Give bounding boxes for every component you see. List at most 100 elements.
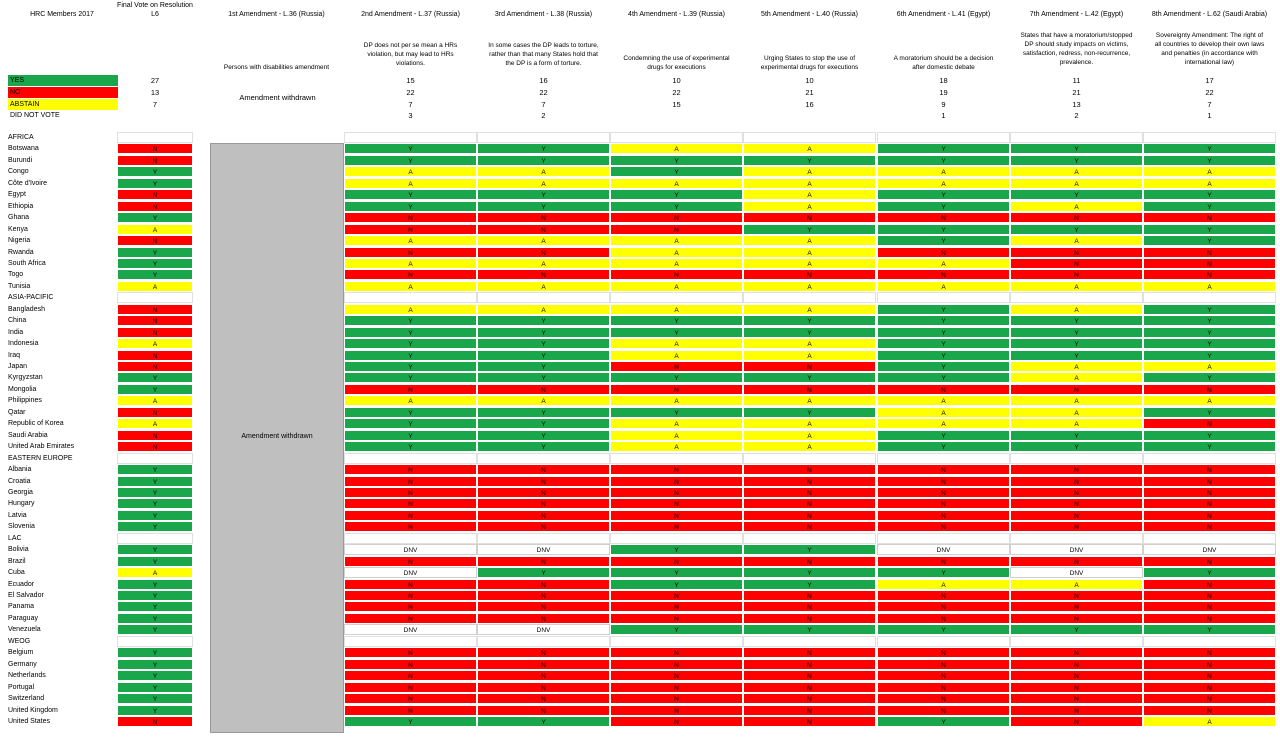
vote-cell-amendment-5: N — [743, 670, 876, 682]
country-name: Croatia — [8, 477, 31, 485]
final-vote-cell: A — [117, 338, 193, 350]
vote-cell-amendment-4: N — [610, 361, 743, 372]
vote-cell-amendment-2: DNV — [344, 624, 477, 636]
region-separator-cell — [477, 532, 610, 544]
vote-cell-amendment-6: DNV — [877, 544, 1010, 556]
vote-cell-amendment-7: N — [1010, 715, 1143, 727]
final-total-abstain: 7 — [152, 100, 158, 109]
vote-cell-amendment-3: N — [477, 246, 610, 258]
vote-cell-amendment-8: Y — [1143, 223, 1276, 235]
vote-cell-amendment-2: N — [344, 383, 477, 395]
legend-yes: YES — [8, 75, 118, 86]
vote-cell-amendment-6: Y — [877, 349, 1010, 361]
final-vote-cell: Y — [117, 498, 193, 510]
vote-cell-amendment-3: N — [477, 647, 610, 659]
vote-cell-amendment-2: Y — [344, 200, 477, 212]
vote-cell-amendment-8: N — [1143, 555, 1276, 567]
amendment-6-total-no: 19 — [939, 88, 948, 97]
final-vote-cell: N — [117, 441, 193, 453]
final-vote-cell: Y — [117, 578, 193, 590]
vote-cell-amendment-3: A — [477, 280, 610, 292]
vote-cell-amendment-2: N — [344, 269, 477, 281]
vote-cell-amendment-6: N — [877, 704, 1010, 716]
vote-cell-amendment-6: Y — [877, 429, 1010, 441]
vote-cell-amendment-8: N — [1143, 601, 1276, 613]
vote-cell-amendment-8: Y — [1143, 235, 1276, 247]
vote-cell-amendment-6: Y — [877, 372, 1010, 384]
legend-abstain: ABSTAIN — [8, 99, 118, 110]
vote-cell-amendment-2: A — [344, 303, 477, 315]
country-name: Latvia — [8, 511, 27, 519]
vote-cell-amendment-8: N — [1143, 612, 1276, 624]
vote-cell-amendment-3: N — [477, 612, 610, 624]
amendment-4-total-dnv — [610, 110, 743, 121]
amendment-8-total-yes: 17 — [1205, 76, 1214, 85]
vote-cell-amendment-8: DNV — [1143, 544, 1276, 556]
vote-cell-amendment-3: DNV — [477, 624, 610, 636]
vote-cell-amendment-4: A — [610, 246, 743, 258]
amendment-5-total-yes: 10 — [805, 76, 814, 85]
country-name: Panama — [8, 603, 35, 611]
vote-cell-amendment-8: A — [1143, 361, 1276, 372]
vote-cell-amendment-7: N — [1010, 257, 1143, 269]
vote-cell-amendment-8: Y — [1143, 154, 1276, 166]
final-vote-cell: N — [117, 200, 193, 212]
vote-cell-amendment-2: A — [344, 235, 477, 247]
final-vote-cell: N — [117, 315, 193, 327]
final-vote-cell: Y — [117, 246, 193, 258]
country-name: Indonesia — [8, 340, 39, 348]
final-vote-cell: Y — [117, 555, 193, 567]
region-separator-cell — [743, 532, 876, 544]
vote-cell-amendment-2: Y — [344, 315, 477, 327]
vote-cell-amendment-2: Y — [344, 429, 477, 441]
vote-cell-amendment-8: N — [1143, 418, 1276, 430]
vote-cell-amendment-7: N — [1010, 601, 1143, 613]
vote-cell-amendment-5: N — [743, 647, 876, 659]
vote-cell-amendment-4: Y — [610, 578, 743, 590]
vote-cell-amendment-5: N — [743, 475, 876, 487]
amendment-2-total-yes: 15 — [406, 76, 415, 85]
vote-cell-amendment-3: DNV — [477, 544, 610, 556]
vote-cell-amendment-6: A — [877, 395, 1010, 407]
region-separator-cell — [743, 132, 876, 143]
amendment-3-total-dnv: 2 — [541, 111, 546, 120]
vote-cell-amendment-7: N — [1010, 269, 1143, 281]
vote-cell-amendment-4: A — [610, 395, 743, 407]
region-separator-cell — [1143, 292, 1276, 304]
vote-cell-amendment-5: N — [743, 555, 876, 567]
vote-cell-amendment-7: N — [1010, 612, 1143, 624]
vote-cell-amendment-8: N — [1143, 647, 1276, 659]
region-separator-cell — [1143, 635, 1276, 647]
vote-cell-amendment-7: Y — [1010, 223, 1143, 235]
vote-cell-amendment-6: Y — [877, 715, 1010, 727]
vote-cell-amendment-2: Y — [344, 349, 477, 361]
vote-cell-amendment-4: A — [610, 257, 743, 269]
final-vote-cell: Y — [117, 269, 193, 281]
vote-cell-amendment-4: N — [610, 486, 743, 498]
vote-cell-amendment-6: N — [877, 498, 1010, 510]
vote-cell-amendment-5: Y — [743, 624, 876, 636]
country-name: Hungary — [8, 500, 35, 508]
final-vote-cell: Y — [117, 509, 193, 521]
vote-cell-amendment-6: A — [877, 177, 1010, 189]
vote-cell-amendment-2: N — [344, 486, 477, 498]
vote-cell-amendment-8: Y — [1143, 567, 1276, 579]
vote-cell-amendment-3: N — [477, 681, 610, 693]
amendment-3-total-abstain: 7 — [541, 100, 546, 109]
vote-cell-amendment-5: N — [743, 715, 876, 727]
vote-cell-amendment-8: Y — [1143, 406, 1276, 418]
vote-cell-amendment-7: DNV — [1010, 544, 1143, 556]
vote-cell-amendment-6: A — [877, 406, 1010, 418]
vote-cell-amendment-2: N — [344, 521, 477, 533]
vote-cell-amendment-6: N — [877, 681, 1010, 693]
vote-cell-amendment-7: N — [1010, 658, 1143, 670]
vote-cell-amendment-5: N — [743, 464, 876, 476]
vote-cell-amendment-2: Y — [344, 338, 477, 350]
vote-cell-amendment-5: A — [743, 418, 876, 430]
vote-cell-amendment-4: Y — [610, 544, 743, 556]
vote-cell-amendment-7: N — [1010, 383, 1143, 395]
vote-cell-amendment-6: Y — [877, 200, 1010, 212]
country-name: Republic of Korea — [8, 420, 64, 428]
vote-cell-amendment-7: N — [1010, 590, 1143, 601]
vote-cell-amendment-7: Y — [1010, 338, 1143, 350]
